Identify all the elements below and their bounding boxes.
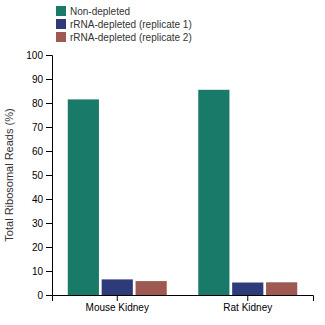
tick-mark [46,127,52,128]
bar [198,90,229,295]
tick-mark [247,295,248,301]
legend-item: rRNA-depleted (replicate 1) [56,19,192,30]
legend-swatch [56,32,66,42]
tick-mark [46,79,52,80]
tick-label: Rat Kidney [223,302,272,313]
axis-line [46,56,53,296]
tick: 0 [37,290,52,301]
legend-item: rRNA-depleted (replicate 2) [56,32,192,43]
tick: 60 [32,146,52,157]
tick: 90 [32,74,52,85]
legend-label: Non-depleted [70,6,130,17]
tick: 70 [32,122,52,133]
bar [266,282,297,295]
tick: Rat Kidney [223,295,272,313]
tick-label: 0 [37,290,43,301]
axis-line [53,296,314,302]
tick-label: 30 [32,218,44,229]
tick: Mouse Kidney [86,295,149,313]
tick-label: 40 [32,194,44,205]
tick: 20 [32,242,52,253]
bar [136,281,167,295]
tick-label: 100 [26,50,43,61]
bar [232,283,263,295]
tick-mark [117,295,118,301]
bar-series [102,279,264,295]
chart: 0 10 20 30 40 50 60 70 80 90 100 Mouse Kidney Rat Ki… [0,0,325,325]
tick: 30 [32,218,52,229]
legend: Non-depleted rRNA-depleted (replicate 1) r… [56,6,192,43]
bar-series [136,281,298,295]
tick-mark [46,151,52,152]
bar [68,99,99,295]
tick-mark [46,199,52,200]
tick-mark [46,55,52,56]
bars [68,90,297,295]
tick-mark [46,103,52,104]
tick: 50 [32,170,52,181]
tick-mark [46,271,52,272]
tick: 80 [32,98,52,109]
tick-label: 70 [32,122,44,133]
tick-label: 50 [32,170,44,181]
legend-swatch [56,19,66,29]
legend-item: Non-depleted [56,6,130,17]
tick: 40 [32,194,52,205]
y-axis: 0 10 20 30 40 50 60 70 80 90 100 [26,50,52,301]
legend-swatch [56,6,66,16]
tick-label: 80 [32,98,44,109]
legend-label: rRNA-depleted (replicate 1) [70,19,192,30]
x-axis: Mouse Kidney Rat Kidney [53,295,314,313]
tick-mark [46,247,52,248]
tick-label: 20 [32,242,44,253]
tick-label: 90 [32,74,44,85]
tick: 100 [26,50,52,61]
bar [102,279,133,295]
bar-series [68,90,230,295]
tick-label: 60 [32,146,44,157]
tick-label: 10 [32,266,44,277]
tick-mark [46,223,52,224]
tick-mark [46,175,52,176]
tick: 10 [32,266,52,277]
plot: 0 10 20 30 40 50 60 70 80 90 100 Mouse Kidney Rat Ki… [26,50,313,313]
tick-mark [46,295,52,296]
axis-title: Total Ribosomal Reads (%) [3,108,15,241]
legend-label: rRNA-depleted (replicate 2) [70,32,192,43]
tick-label: Mouse Kidney [86,302,149,313]
